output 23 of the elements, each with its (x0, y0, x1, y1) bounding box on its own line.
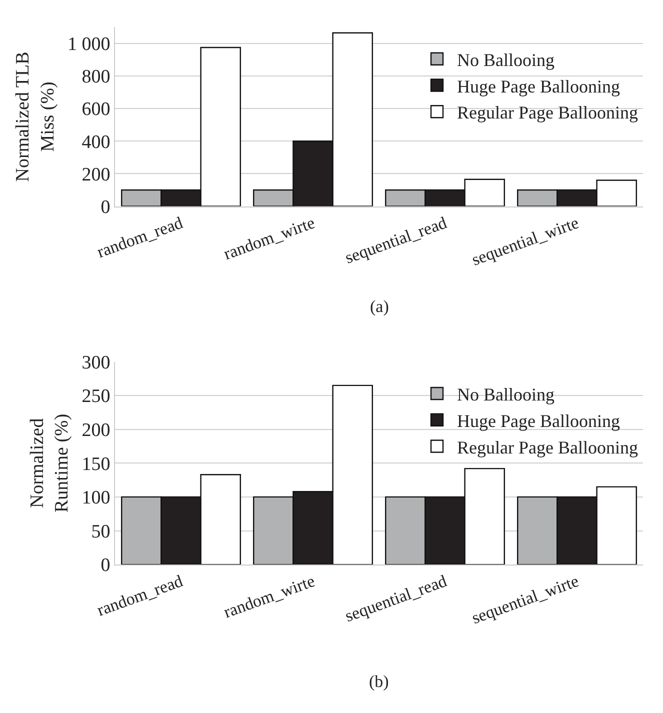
y-tick-label: 200 (82, 420, 110, 442)
y-tick-label: 250 (82, 386, 110, 408)
legend-label: Huge Page Ballooning (457, 410, 620, 431)
y-tick-label: 0 (100, 555, 110, 576)
y-tick-label: 150 (82, 454, 110, 475)
legend-label: Huge Page Ballooning (457, 76, 620, 96)
y-tick-label: 100 (82, 488, 110, 509)
y-tick-label: 400 (82, 132, 110, 153)
text: (a) (370, 297, 389, 316)
y-tick-label: 600 (82, 99, 110, 120)
y-tick-label: 1 000 (67, 34, 110, 56)
y-axis-title: Normalized TLB Miss (%) (12, 52, 58, 182)
y-tick-label: 50 (91, 521, 110, 542)
y-tick-label: 300 (82, 352, 110, 374)
legend-label: No Ballooing (457, 50, 554, 70)
legend-label: No Ballooing (457, 384, 554, 404)
y-tick-label: 200 (82, 164, 110, 186)
y-tick-label: 0 (100, 196, 110, 218)
legend-label: Regular Page Ballooning (457, 437, 638, 458)
y-axis-title: Normalized Runtime (%) (26, 414, 73, 513)
legend-label: Regular Page Ballooning (457, 102, 638, 123)
y-tick-label: 800 (82, 66, 110, 88)
text: (b) (369, 672, 389, 691)
